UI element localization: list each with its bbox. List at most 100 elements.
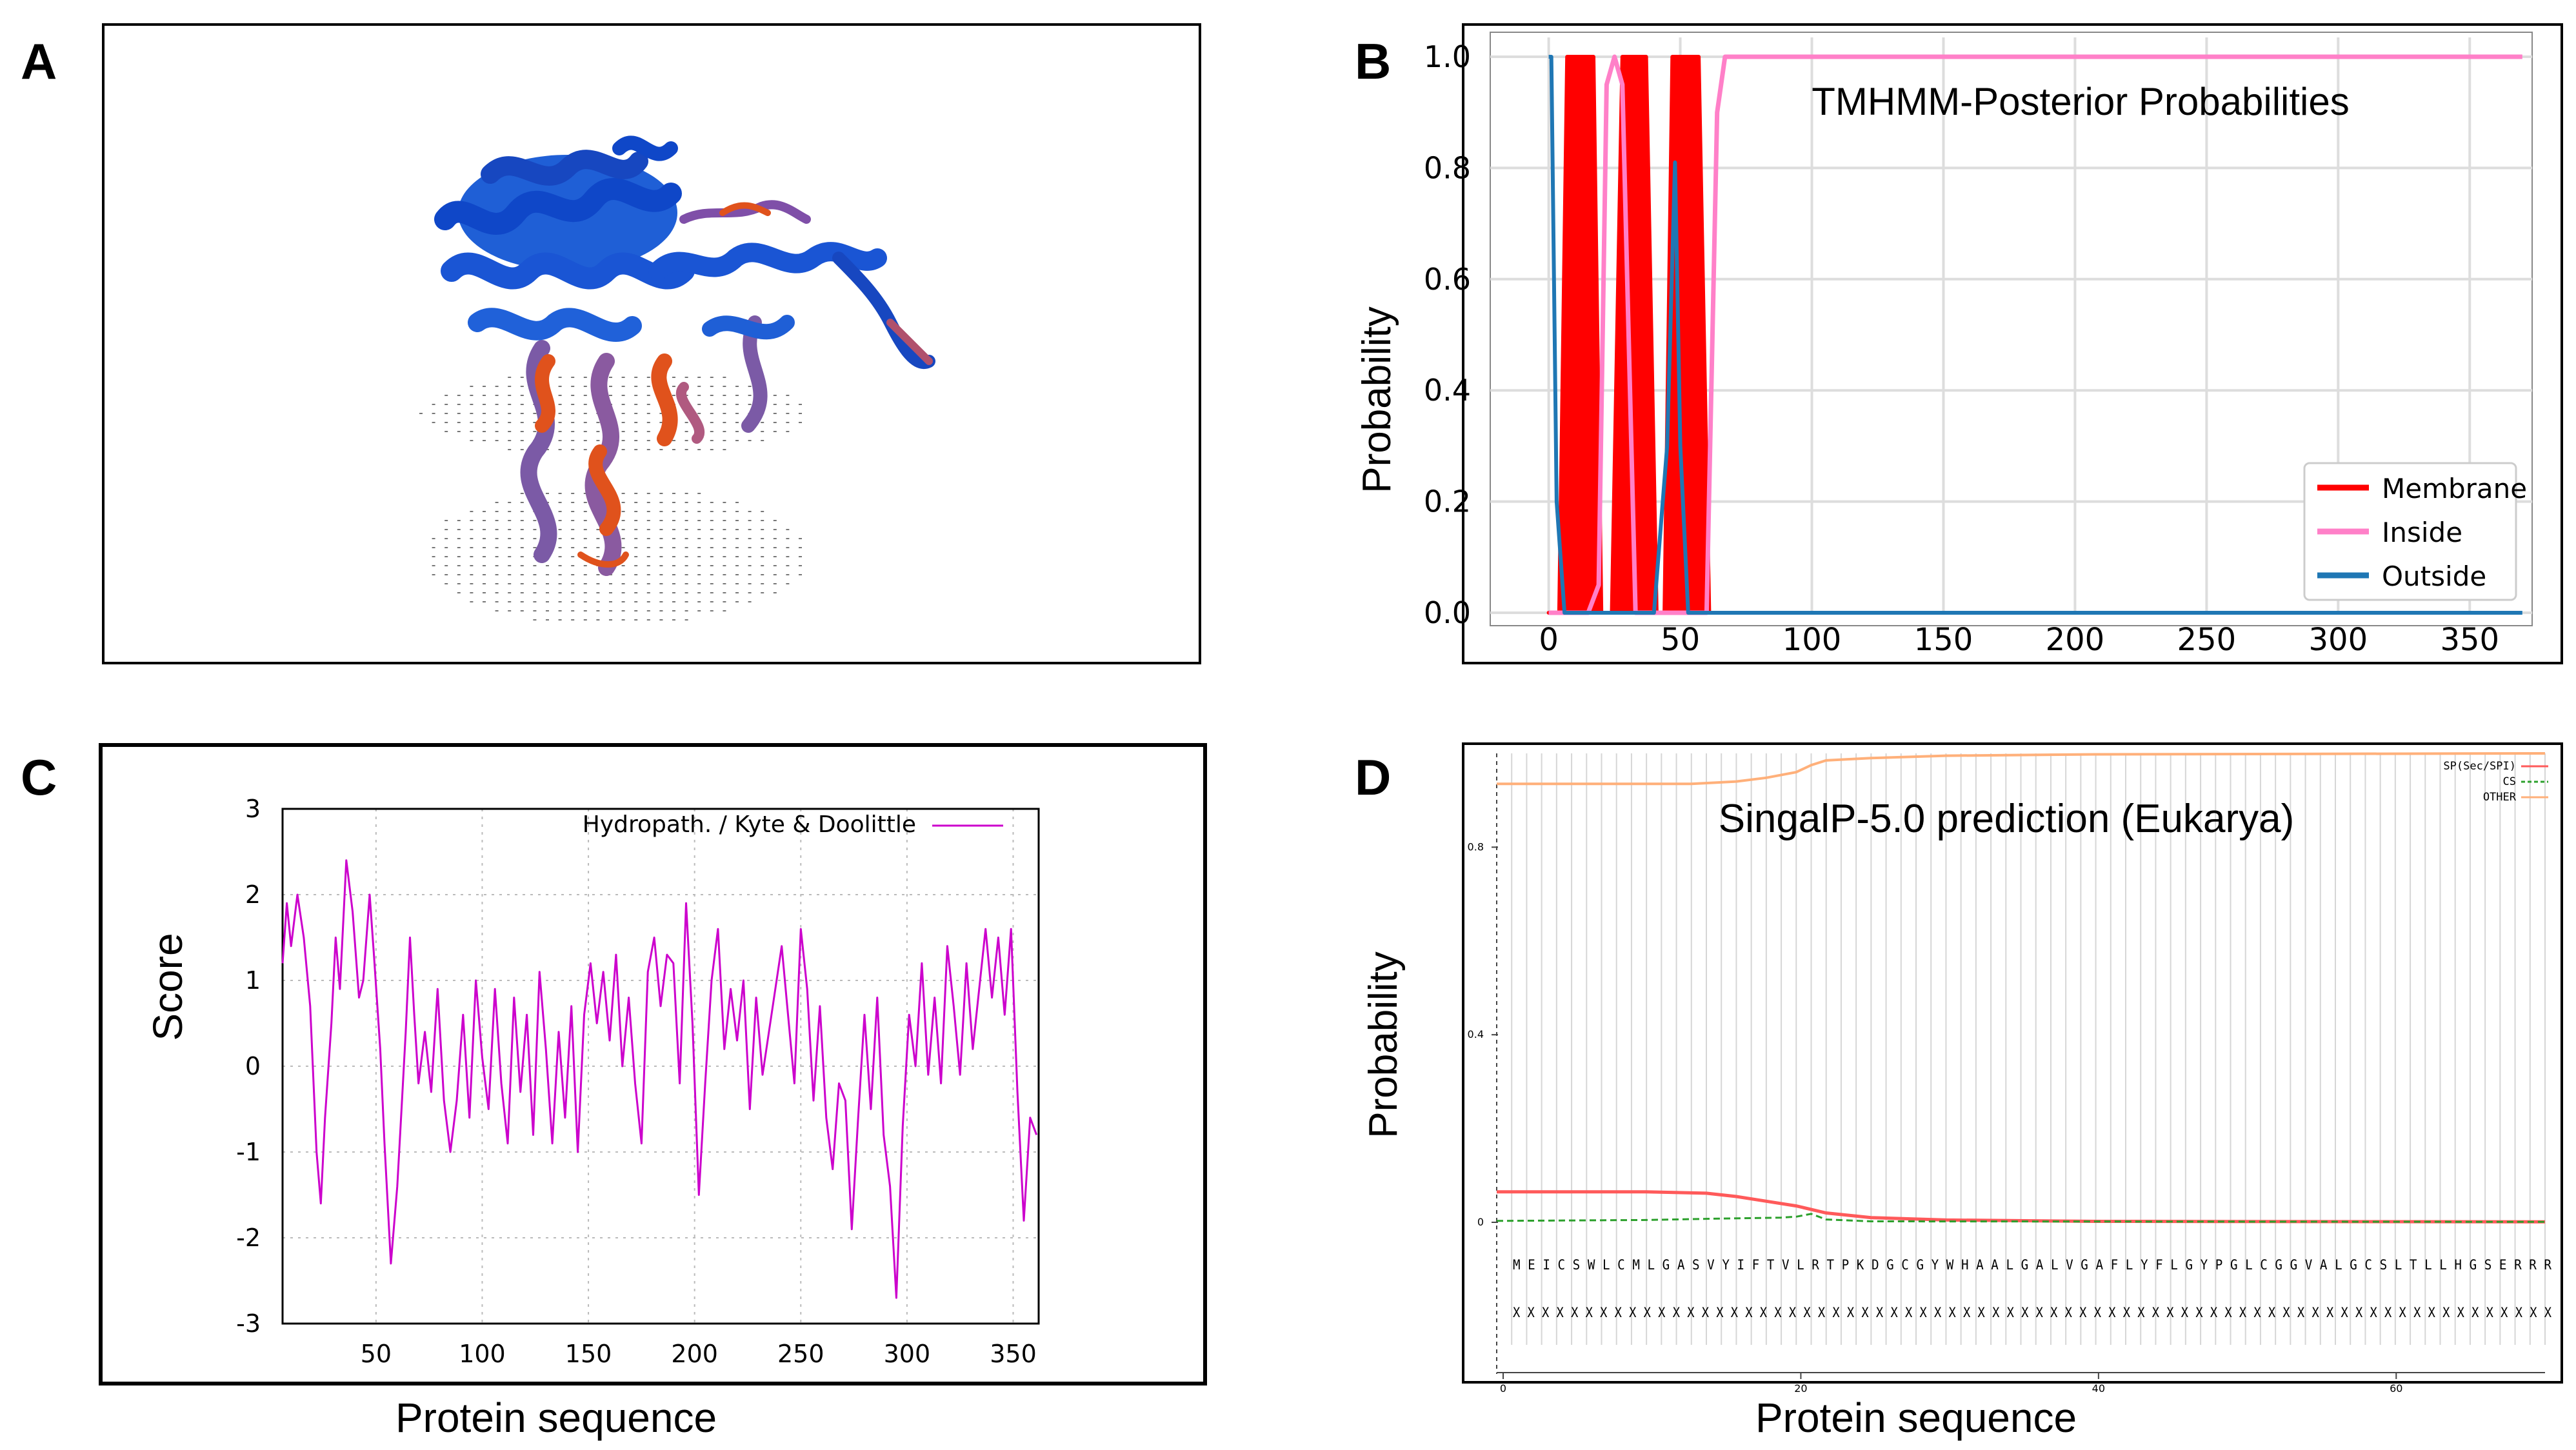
membrane-dot [483, 511, 486, 512]
membrane-dot [786, 404, 790, 405]
membrane-dot [558, 422, 562, 423]
membrane-dot [483, 547, 486, 548]
membrane-dot [773, 574, 777, 575]
membrane-dot [470, 556, 474, 557]
b-legend: Membrane Inside Outside [2303, 462, 2527, 601]
membrane-dot [621, 547, 625, 548]
membrane-dot [723, 440, 726, 441]
membrane-dot [596, 422, 600, 423]
membrane-dot [710, 413, 714, 414]
membrane-dot [558, 386, 562, 387]
membrane-dot [571, 538, 575, 539]
c-ytick-label: 0 [245, 1052, 261, 1080]
membrane-dot [546, 493, 549, 494]
membrane-dot [571, 565, 575, 566]
membrane-dot [444, 556, 448, 557]
membrane-dot [508, 395, 512, 396]
membrane-dot [583, 547, 587, 548]
membrane-dot [735, 556, 739, 557]
c-xtick-label: 300 [884, 1340, 931, 1368]
membrane-dot [583, 601, 587, 602]
membrane-dot [773, 583, 777, 584]
membrane-dot [786, 413, 790, 414]
membrane-dot [672, 511, 675, 512]
membrane-dot [508, 377, 512, 378]
membrane-dot [735, 583, 739, 584]
membrane-dot [634, 610, 638, 611]
membrane-dot [444, 583, 448, 584]
membrane-dot [495, 404, 499, 405]
membrane-dot [533, 619, 537, 621]
membrane-dot [558, 377, 562, 378]
membrane-dot [646, 449, 650, 450]
membrane-dot [546, 592, 549, 593]
membrane-dot [634, 592, 638, 593]
membrane-dot [621, 413, 625, 414]
membrane-dot [697, 502, 701, 503]
membrane-dot [748, 538, 752, 539]
b-ytick-label: 0.8 [1424, 150, 1471, 185]
membrane-dot [710, 529, 714, 530]
membrane-dot [621, 583, 625, 584]
c-series [281, 859, 1038, 1299]
d-cs-row: X X X X X X X X X X X X X X X X X X X X … [1513, 1305, 2551, 1320]
membrane-dot [609, 395, 612, 396]
membrane-dot [697, 511, 701, 512]
membrane-dot [495, 529, 499, 530]
membrane-dot [495, 592, 499, 593]
membrane-dot [546, 449, 549, 450]
b-xtick-label: 300 [2309, 622, 2368, 658]
membrane-dot [470, 511, 474, 512]
membrane-dot [558, 493, 562, 494]
membrane-dot [735, 511, 739, 512]
membrane-dot [520, 583, 524, 584]
membrane-dot [457, 592, 461, 593]
membrane-dot [583, 520, 587, 521]
c-legend: Hydropath. / Kyte & Doolittle [583, 811, 1003, 838]
membrane-dot [773, 547, 777, 548]
membrane-dot [621, 601, 625, 602]
membrane-dot [723, 422, 726, 423]
helix-3 [468, 308, 642, 342]
membrane-dot [799, 574, 802, 575]
membrane-dot [672, 377, 675, 378]
membrane-dot [583, 502, 587, 503]
membrane-dot [571, 601, 575, 602]
membrane-dot [748, 592, 752, 593]
c-xtick-label: 100 [459, 1340, 506, 1368]
membrane-dot [723, 395, 726, 396]
membrane-dot [773, 404, 777, 405]
membrane-dot [773, 431, 777, 432]
membrane-dot [634, 511, 638, 512]
membrane-dot [621, 574, 625, 575]
d-legend: SP(Sec/SPI) CS OTHER [2443, 760, 2548, 804]
d-xtick-label: 40 [2092, 1382, 2105, 1395]
membrane-dot [470, 592, 474, 593]
membrane-dot [672, 395, 675, 396]
b-ticks: 0 50 100 150 200 250 300 350 0.0 0.2 0.4 0.6 0.8 1.0 [1424, 39, 2499, 658]
membrane-dot [697, 404, 701, 405]
membrane-dot [710, 574, 714, 575]
membrane-dot [723, 592, 726, 593]
membrane-dot [520, 556, 524, 557]
membrane-dot [646, 583, 650, 584]
protein-3d-structure [434, 135, 935, 576]
membrane-dot [761, 556, 764, 557]
membrane-dot [748, 574, 752, 575]
panel-label-b: B [1355, 33, 1391, 90]
membrane-dot [786, 547, 790, 548]
membrane-dot [470, 386, 474, 387]
helix-6 [702, 315, 795, 340]
membrane-dot [483, 404, 486, 405]
membrane-dot [723, 520, 726, 521]
d-series [1496, 752, 2546, 1224]
membrane-dot [508, 601, 512, 602]
membrane-dot [483, 556, 486, 557]
membrane-dot [457, 574, 461, 575]
tm-helix-2-segment [588, 444, 621, 536]
membrane-dot [596, 440, 600, 441]
membrane-dot [495, 583, 499, 584]
membrane-dot [470, 422, 474, 423]
membrane-dot [508, 520, 512, 521]
membrane-dot [508, 583, 512, 584]
